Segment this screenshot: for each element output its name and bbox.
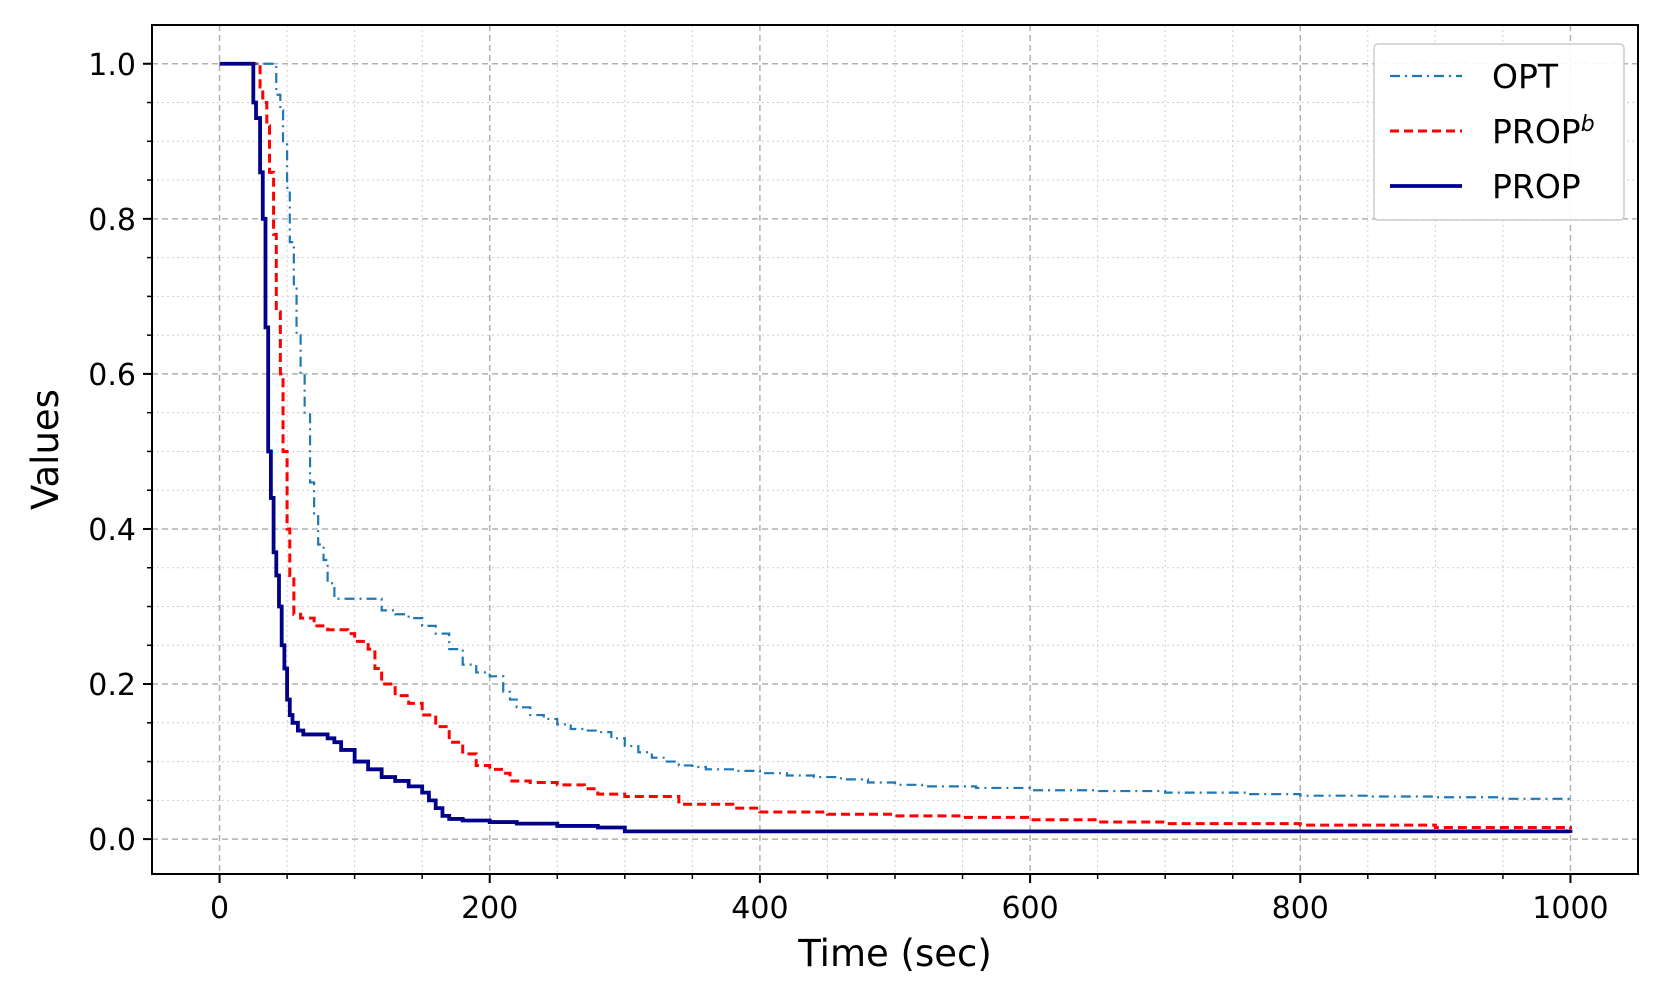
x-tick-label: 200 bbox=[461, 891, 518, 926]
y-tick-label: 0.6 bbox=[88, 358, 136, 393]
x-tick-label: 800 bbox=[1272, 891, 1329, 926]
series-line-1 bbox=[219, 62, 1572, 802]
y-tick-label: 0.8 bbox=[88, 203, 136, 238]
axis-ticks: 0 200 400 600 800 1000 0.0 0.2 0.4 0.6 0.8 1.0 bbox=[88, 48, 1608, 926]
series-line-3 bbox=[219, 61, 1573, 834]
legend-label-superscript: b bbox=[1581, 112, 1595, 137]
series-lines bbox=[219, 61, 1573, 834]
x-tick-label: 600 bbox=[1001, 891, 1058, 926]
x-tick-label: 1000 bbox=[1532, 891, 1608, 926]
legend-label: PROP bbox=[1492, 167, 1581, 206]
y-tick-label: 0.4 bbox=[88, 513, 136, 548]
series-line-2 bbox=[219, 62, 1572, 830]
legend-label: PROPb bbox=[1492, 112, 1595, 152]
y-tick-label: 1.0 bbox=[88, 48, 136, 83]
y-tick-label: 0.2 bbox=[88, 668, 136, 703]
y-tick-label: 0.0 bbox=[88, 823, 136, 858]
x-axis-label: Time (sec) bbox=[797, 932, 992, 975]
x-tick-label: 400 bbox=[731, 891, 788, 926]
grid bbox=[152, 25, 1638, 874]
y-axis-label: Values bbox=[24, 389, 67, 510]
legend-box bbox=[1373, 43, 1625, 221]
legend: OPT PROPb PROP bbox=[1373, 43, 1625, 221]
x-tick-label: 0 bbox=[210, 891, 229, 926]
legend-label: OPT bbox=[1492, 57, 1559, 96]
